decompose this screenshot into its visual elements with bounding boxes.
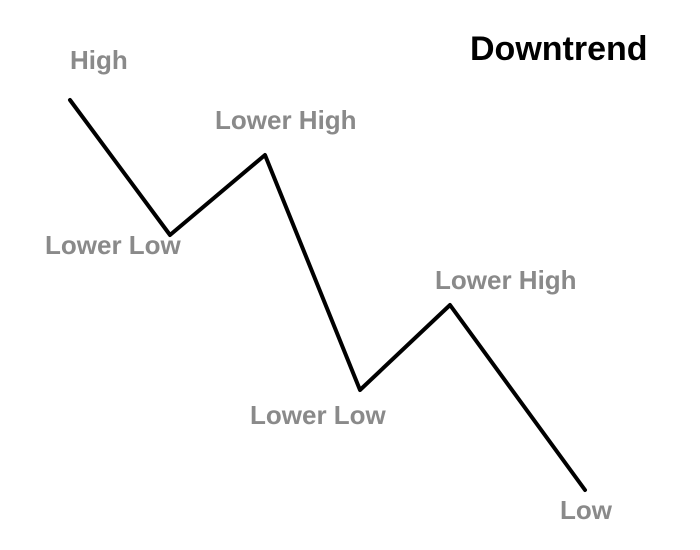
point-label: Lower High bbox=[215, 105, 357, 136]
point-label: Lower Low bbox=[250, 400, 386, 431]
trendline-svg bbox=[0, 0, 700, 550]
chart-title: Downtrend bbox=[470, 30, 648, 69]
point-label: High bbox=[70, 45, 128, 76]
point-label: Lower Low bbox=[45, 230, 181, 261]
point-label: Lower High bbox=[435, 265, 577, 296]
point-label: Low bbox=[560, 495, 612, 526]
